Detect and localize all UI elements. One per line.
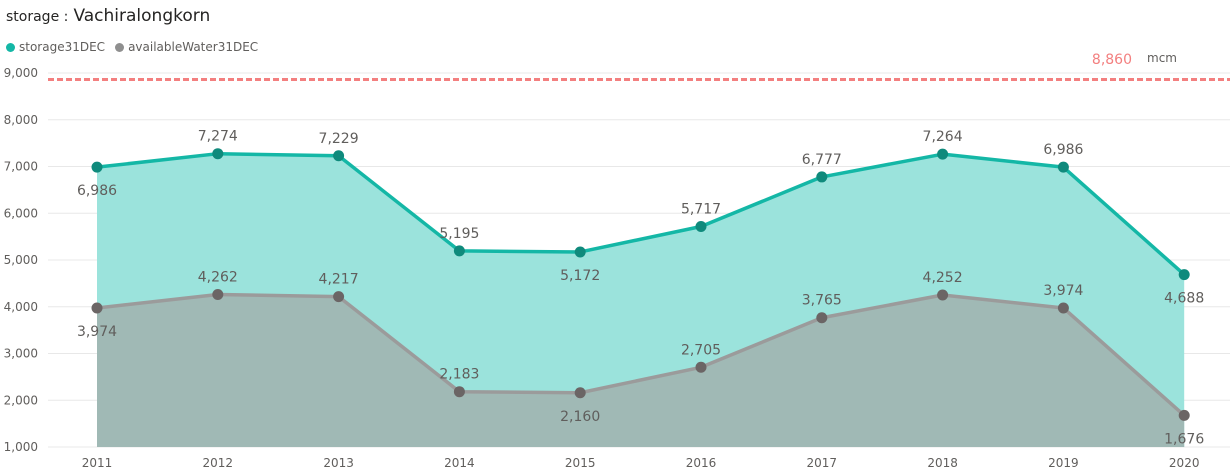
storage-point <box>1057 161 1069 173</box>
storage-data-label: 5,195 <box>439 226 479 242</box>
x-tick-label: 2017 <box>807 456 838 470</box>
title-field-label: storage : <box>6 9 69 25</box>
storage-point <box>333 150 345 162</box>
chart-legend: storage31DEC availableWater31DEC <box>6 40 258 54</box>
reference-unit-label: mcm <box>1147 51 1177 65</box>
y-tick-label: 6,000 <box>4 206 38 220</box>
storage-point <box>1178 269 1190 281</box>
y-tick-label: 8,000 <box>4 113 38 127</box>
storage-point <box>816 171 828 183</box>
chart-title: storage : Vachiralongkorn <box>6 6 210 26</box>
storage-data-label: 5,717 <box>681 201 721 217</box>
storage-line <box>96 151 1186 276</box>
available-water-area <box>97 294 1185 447</box>
available-water-point <box>91 302 103 314</box>
storage-data-label: 5,172 <box>560 268 600 284</box>
x-tick-label: 2016 <box>686 456 717 470</box>
available-water-point <box>937 289 949 301</box>
available-water-point <box>212 289 224 301</box>
storage-data-label: 6,777 <box>802 152 842 168</box>
x-tick-label: 2012 <box>203 456 234 470</box>
y-tick-label: 7,000 <box>4 160 38 174</box>
available-water-data-label: 4,252 <box>923 270 963 286</box>
available-water-data-label: 3,974 <box>77 324 117 340</box>
storage-data-label: 4,688 <box>1164 291 1204 307</box>
x-tick-label: 2019 <box>1048 456 1079 470</box>
x-tick-label: 2018 <box>927 456 958 470</box>
storage-point <box>212 148 224 160</box>
legend-item-storage[interactable]: storage31DEC <box>6 40 105 54</box>
storage-data-label: 7,274 <box>198 129 238 145</box>
available-water-point <box>453 386 465 398</box>
storage-data-label: 6,986 <box>77 183 117 199</box>
y-tick-label: 2,000 <box>4 393 38 407</box>
available-water-data-label: 1,676 <box>1164 431 1204 447</box>
storage-point <box>453 245 465 257</box>
storage-point <box>695 220 707 232</box>
storage-point <box>91 161 103 173</box>
legend-marker-available <box>115 42 125 52</box>
y-tick-label: 9,000 <box>4 66 38 80</box>
legend-label-available: availableWater31DEC <box>128 40 259 54</box>
x-tick-label: 2011 <box>82 456 113 470</box>
reference-value-label: 8,860 <box>1092 52 1132 68</box>
x-tick-label: 2015 <box>565 456 596 470</box>
y-tick-label: 3,000 <box>4 347 38 361</box>
available-water-data-label: 3,765 <box>802 293 842 309</box>
available-water-data-label: 2,160 <box>560 409 600 425</box>
available-water-point <box>1178 409 1190 421</box>
y-tick-label: 5,000 <box>4 253 38 267</box>
available-water-data-label: 2,705 <box>681 342 721 358</box>
x-tick-label: 2014 <box>444 456 475 470</box>
y-tick-label: 1,000 <box>4 440 38 454</box>
storage-data-label: 7,264 <box>923 129 963 145</box>
available-water-data-label: 4,217 <box>319 272 359 288</box>
storage-point <box>574 246 586 258</box>
available-water-line <box>96 292 1186 417</box>
available-water-point <box>574 387 586 399</box>
storage-data-label: 7,229 <box>319 131 359 147</box>
available-water-point <box>695 361 707 373</box>
legend-item-available[interactable]: availableWater31DEC <box>115 40 258 54</box>
available-water-point <box>816 312 828 324</box>
available-water-data-label: 2,183 <box>439 367 479 383</box>
storage-point <box>937 148 949 160</box>
x-tick-label: 2013 <box>323 456 354 470</box>
y-tick-label: 4,000 <box>4 300 38 314</box>
available-water-data-label: 3,974 <box>1043 283 1083 299</box>
storage-data-label: 6,986 <box>1043 142 1083 158</box>
legend-marker-storage <box>6 42 15 52</box>
available-water-data-label: 4,262 <box>198 270 238 286</box>
title-field-value: Vachiralongkorn <box>73 6 211 26</box>
available-water-point <box>1057 302 1069 314</box>
x-tick-label: 2020 <box>1169 456 1200 470</box>
legend-label-storage: storage31DEC <box>19 40 106 54</box>
available-water-point <box>333 291 345 303</box>
